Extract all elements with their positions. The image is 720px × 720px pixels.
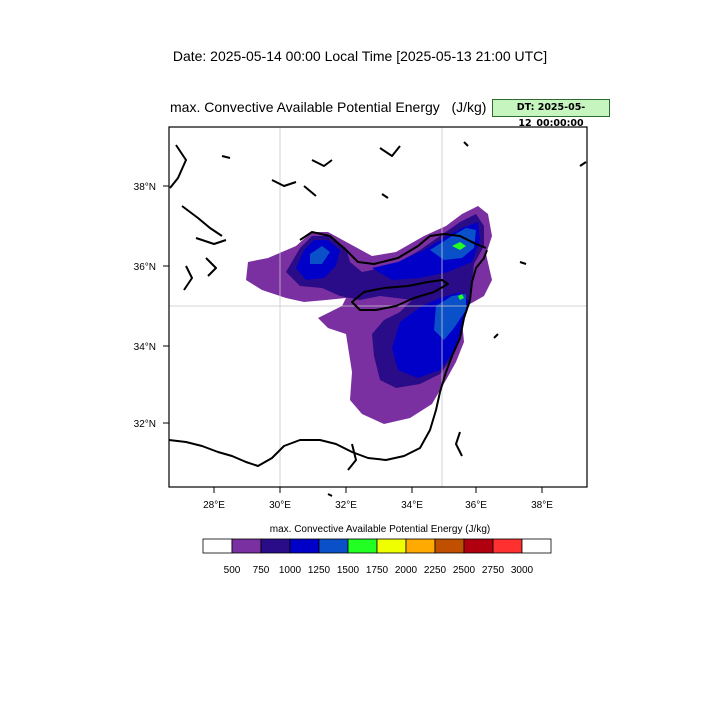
colorbar-level-label: 1000 [279,565,302,576]
colorbar-swatch [231,538,262,554]
colorbar-swatch [405,538,436,554]
levant-coastline [168,249,488,467]
colorbar-level-label: 3000 [511,565,534,576]
colorbar-swatch [376,538,407,554]
colorbar-level-label: 1500 [337,565,360,576]
lat-tick-label: 38°N [134,182,156,193]
lon-tick-label: 30°E [269,500,291,511]
dt-badge: DT: 2025-05-12_00:00:00 [492,99,610,129]
lon-tick-label: 28°E [203,500,225,511]
colorbar-level-label: 2500 [453,565,476,576]
lon-tick-label: 38°E [531,500,553,511]
colorbar-level-label: 2250 [424,565,447,576]
colorbar-swatch [521,538,552,554]
colorbar-level-label: 1250 [308,565,331,576]
lon-tick-label: 34°E [401,500,423,511]
coastlines [168,141,587,497]
cyprus-coastline [351,279,449,311]
colorbar-swatch [318,538,349,554]
colorbar-level-label: 2000 [395,565,418,576]
colorbar-swatch [492,538,523,554]
colorbar-swatch [434,538,465,554]
colorbar-swatch [347,538,378,554]
colorbar-swatch [260,538,291,554]
colorbar-swatch [289,538,320,554]
colorbar: 500 750 1000 1250 1500 1750 2000 2250 2500 2750 30… [202,538,552,576]
colorbar-level-label: 500 [224,565,241,576]
lat-tick-labels: 38°N 36°N 34°N 32°N [134,182,156,430]
colorbar-swatch [202,538,233,554]
lat-tick-label: 36°N [134,262,156,273]
lat-tick-label: 34°N [134,342,156,353]
map-panel [163,126,588,497]
aegean-islands [169,141,587,497]
axis-ticks [163,185,543,493]
plot-title: max. Convective Available Potential Ener… [170,99,487,115]
cape-fill-1500-1750 [452,242,466,300]
lon-tick-labels: 28°E 30°E 32°E 34°E 36°E 38°E [203,500,553,511]
colorbar-level-label: 1750 [366,565,389,576]
lat-tick-label: 32°N [134,419,156,430]
colorbar-level-label: 2750 [482,565,505,576]
date-title: Date: 2025-05-14 00:00 Local Time [2025-… [172,48,548,64]
lon-tick-label: 36°E [465,500,487,511]
turkey-south-coastline [299,231,487,265]
colorbar-level-label: 750 [253,565,270,576]
colorbar-title: max. Convective Available Potential Ener… [269,524,491,535]
lon-tick-label: 32°E [335,500,357,511]
colorbar-swatch [463,538,494,554]
grid-lines [169,127,587,487]
map-frame [168,126,588,488]
